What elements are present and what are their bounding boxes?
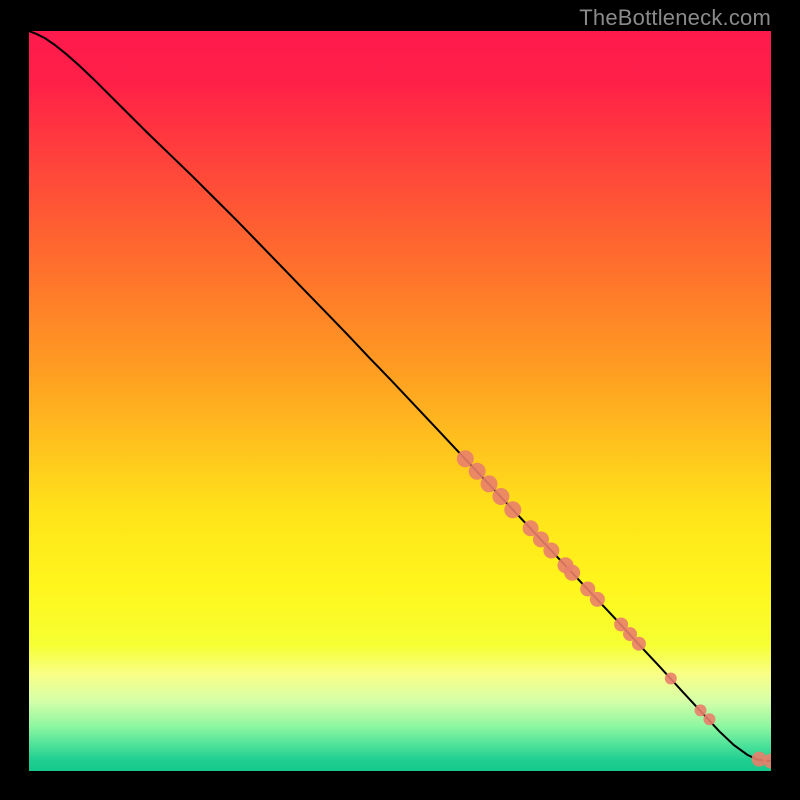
scatter-point	[457, 450, 474, 467]
scatter-point	[492, 488, 509, 505]
scatter-point	[665, 673, 677, 685]
chart-svg	[29, 31, 771, 771]
scatter-point	[632, 637, 646, 651]
chart-stage: TheBottleneck.com	[0, 0, 800, 800]
watermark-text: TheBottleneck.com	[579, 5, 771, 31]
bottleneck-chart	[29, 31, 771, 771]
gradient-background	[29, 31, 771, 771]
scatter-point	[543, 542, 559, 558]
scatter-point	[564, 565, 580, 581]
scatter-point	[504, 501, 521, 518]
scatter-point	[590, 592, 605, 607]
scatter-point	[469, 463, 486, 480]
scatter-point	[695, 704, 707, 716]
scatter-point	[703, 713, 715, 725]
scatter-point	[481, 475, 498, 492]
